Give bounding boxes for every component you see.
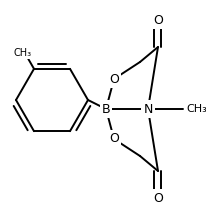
- Text: CH₃: CH₃: [185, 104, 206, 114]
- Text: O: O: [109, 73, 118, 85]
- Text: CH₃: CH₃: [14, 48, 32, 58]
- Text: O: O: [152, 14, 162, 27]
- Text: O: O: [109, 133, 118, 145]
- Text: N: N: [143, 102, 152, 116]
- Text: O: O: [152, 191, 162, 204]
- Text: B: B: [101, 102, 110, 116]
